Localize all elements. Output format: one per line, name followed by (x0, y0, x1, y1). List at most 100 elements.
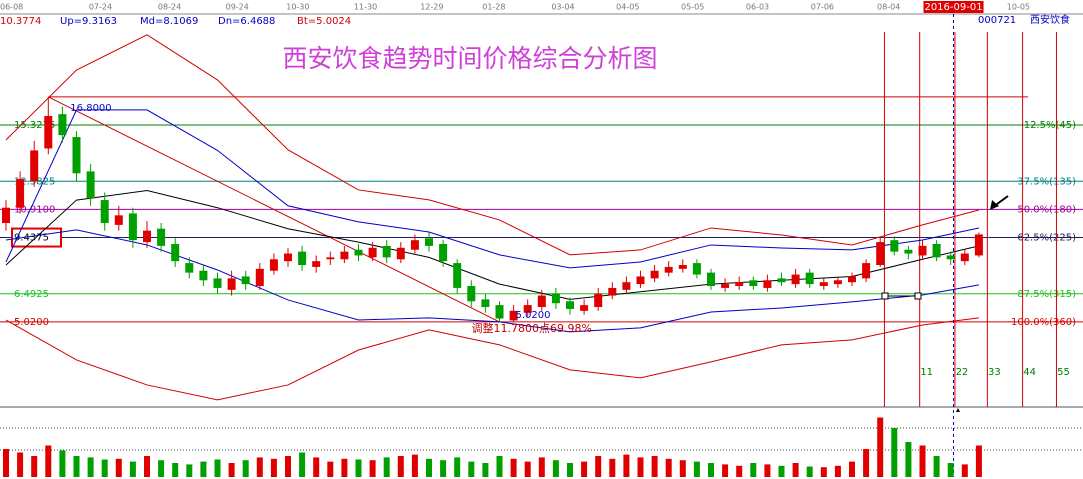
x-tick-label: 07-06 (811, 3, 834, 12)
x-tick-label: 05-05 (681, 3, 704, 12)
level-ratio: 50.0%(180) (1017, 204, 1076, 215)
volume-bar (708, 463, 714, 477)
volume-bar (665, 458, 672, 477)
volume-bar (313, 457, 320, 477)
volume-bar (863, 449, 870, 477)
candle-body (467, 286, 476, 302)
x-tick-label: 2016-09-01 (924, 2, 982, 13)
volume-bar (186, 464, 193, 477)
x-tick-label: 12-29 (420, 3, 443, 12)
x-tick-label: 09-24 (226, 3, 249, 12)
band-line (5, 317, 979, 401)
volume-bar (750, 463, 757, 477)
x-tick-label: 10-05 (1007, 3, 1030, 12)
volume-bar (567, 463, 573, 477)
volume-bar (285, 456, 291, 477)
candle-body (495, 305, 504, 319)
volume-bar (468, 461, 475, 477)
volume-bar (806, 466, 813, 477)
volume-bar (961, 464, 968, 477)
x-tick-label: 07-24 (89, 3, 112, 12)
candle-body (707, 272, 715, 287)
volume-bar (595, 456, 602, 477)
volume-bar (101, 459, 108, 477)
volume-bar (933, 456, 940, 477)
volume-bar (144, 456, 150, 477)
candle-body (213, 278, 222, 288)
annotation: 调整11.7800点69.98% (472, 321, 592, 335)
candle-body (932, 243, 941, 258)
volume-bar (975, 445, 982, 477)
candle-body (340, 251, 349, 260)
candle-body (100, 200, 109, 223)
peak-label: 16.8000 (70, 103, 111, 114)
candle-body (382, 245, 391, 258)
candle-body (833, 280, 842, 285)
candle-body (425, 238, 433, 246)
volume-bar (524, 461, 531, 477)
chart-title: 西安饮食趋势时间价格综合分析图 (282, 44, 657, 73)
volume-bar (440, 460, 447, 477)
volume-bar (693, 461, 700, 477)
candle-body (30, 150, 39, 181)
volume-bar (341, 458, 348, 477)
volume-bar (849, 461, 855, 477)
candle-body (509, 310, 518, 321)
candle-body (664, 266, 673, 273)
header-value: Dn=6.4688 (218, 16, 275, 27)
candle-body (777, 278, 786, 283)
time-label: 11 (920, 367, 933, 378)
candle-body (636, 276, 645, 285)
candle-body (312, 261, 321, 267)
volume-bar (242, 460, 249, 477)
x-tick-label: 08-04 (877, 3, 900, 12)
candle-body (241, 276, 250, 285)
candle-body (185, 263, 194, 273)
time-label: 33 (988, 367, 1001, 378)
header-value: 10.3774 (0, 16, 41, 27)
cursor-marker (956, 408, 960, 412)
candle-body (171, 243, 180, 262)
volume-bar (200, 461, 207, 477)
level-label: 6.4925 (14, 289, 49, 300)
volume-bar (510, 458, 517, 477)
candle-body (819, 282, 828, 287)
candle-body (960, 253, 969, 262)
candle-body (735, 282, 744, 287)
candle-body (918, 245, 927, 256)
candle-body (678, 265, 687, 269)
candle-body (551, 293, 560, 304)
candle-body (143, 230, 151, 243)
volume-bar (736, 465, 743, 477)
candle-body (946, 255, 955, 260)
candle-body (848, 276, 856, 283)
x-tick-label: 08-24 (158, 3, 181, 12)
candle-body (763, 280, 772, 288)
x-tick-label: 01-28 (482, 3, 505, 12)
candle-body (2, 207, 10, 223)
candle-body (16, 179, 25, 208)
level-label: 9.4375 (14, 233, 49, 244)
volume-bar (426, 458, 432, 477)
candle-body (58, 114, 67, 136)
volume-bar (454, 457, 461, 477)
volume-bar (834, 465, 841, 477)
volume-bar (679, 460, 686, 477)
candle-body (199, 270, 208, 281)
volume-bar (482, 463, 489, 477)
volume-bar (31, 456, 38, 477)
volume-bar (552, 460, 559, 477)
header-value: Md=8.1069 (140, 16, 198, 27)
candle-body (44, 116, 53, 149)
candle-body (749, 280, 758, 287)
candle-body (904, 249, 913, 254)
volume-bar (623, 454, 630, 477)
volume-bar (158, 460, 165, 477)
level-ratio: 87.5%(315) (1017, 289, 1076, 300)
x-tick-label: 06-08 (0, 3, 23, 12)
volume-bar (17, 452, 24, 477)
volume-bar (877, 417, 884, 477)
candle-body (354, 249, 363, 256)
